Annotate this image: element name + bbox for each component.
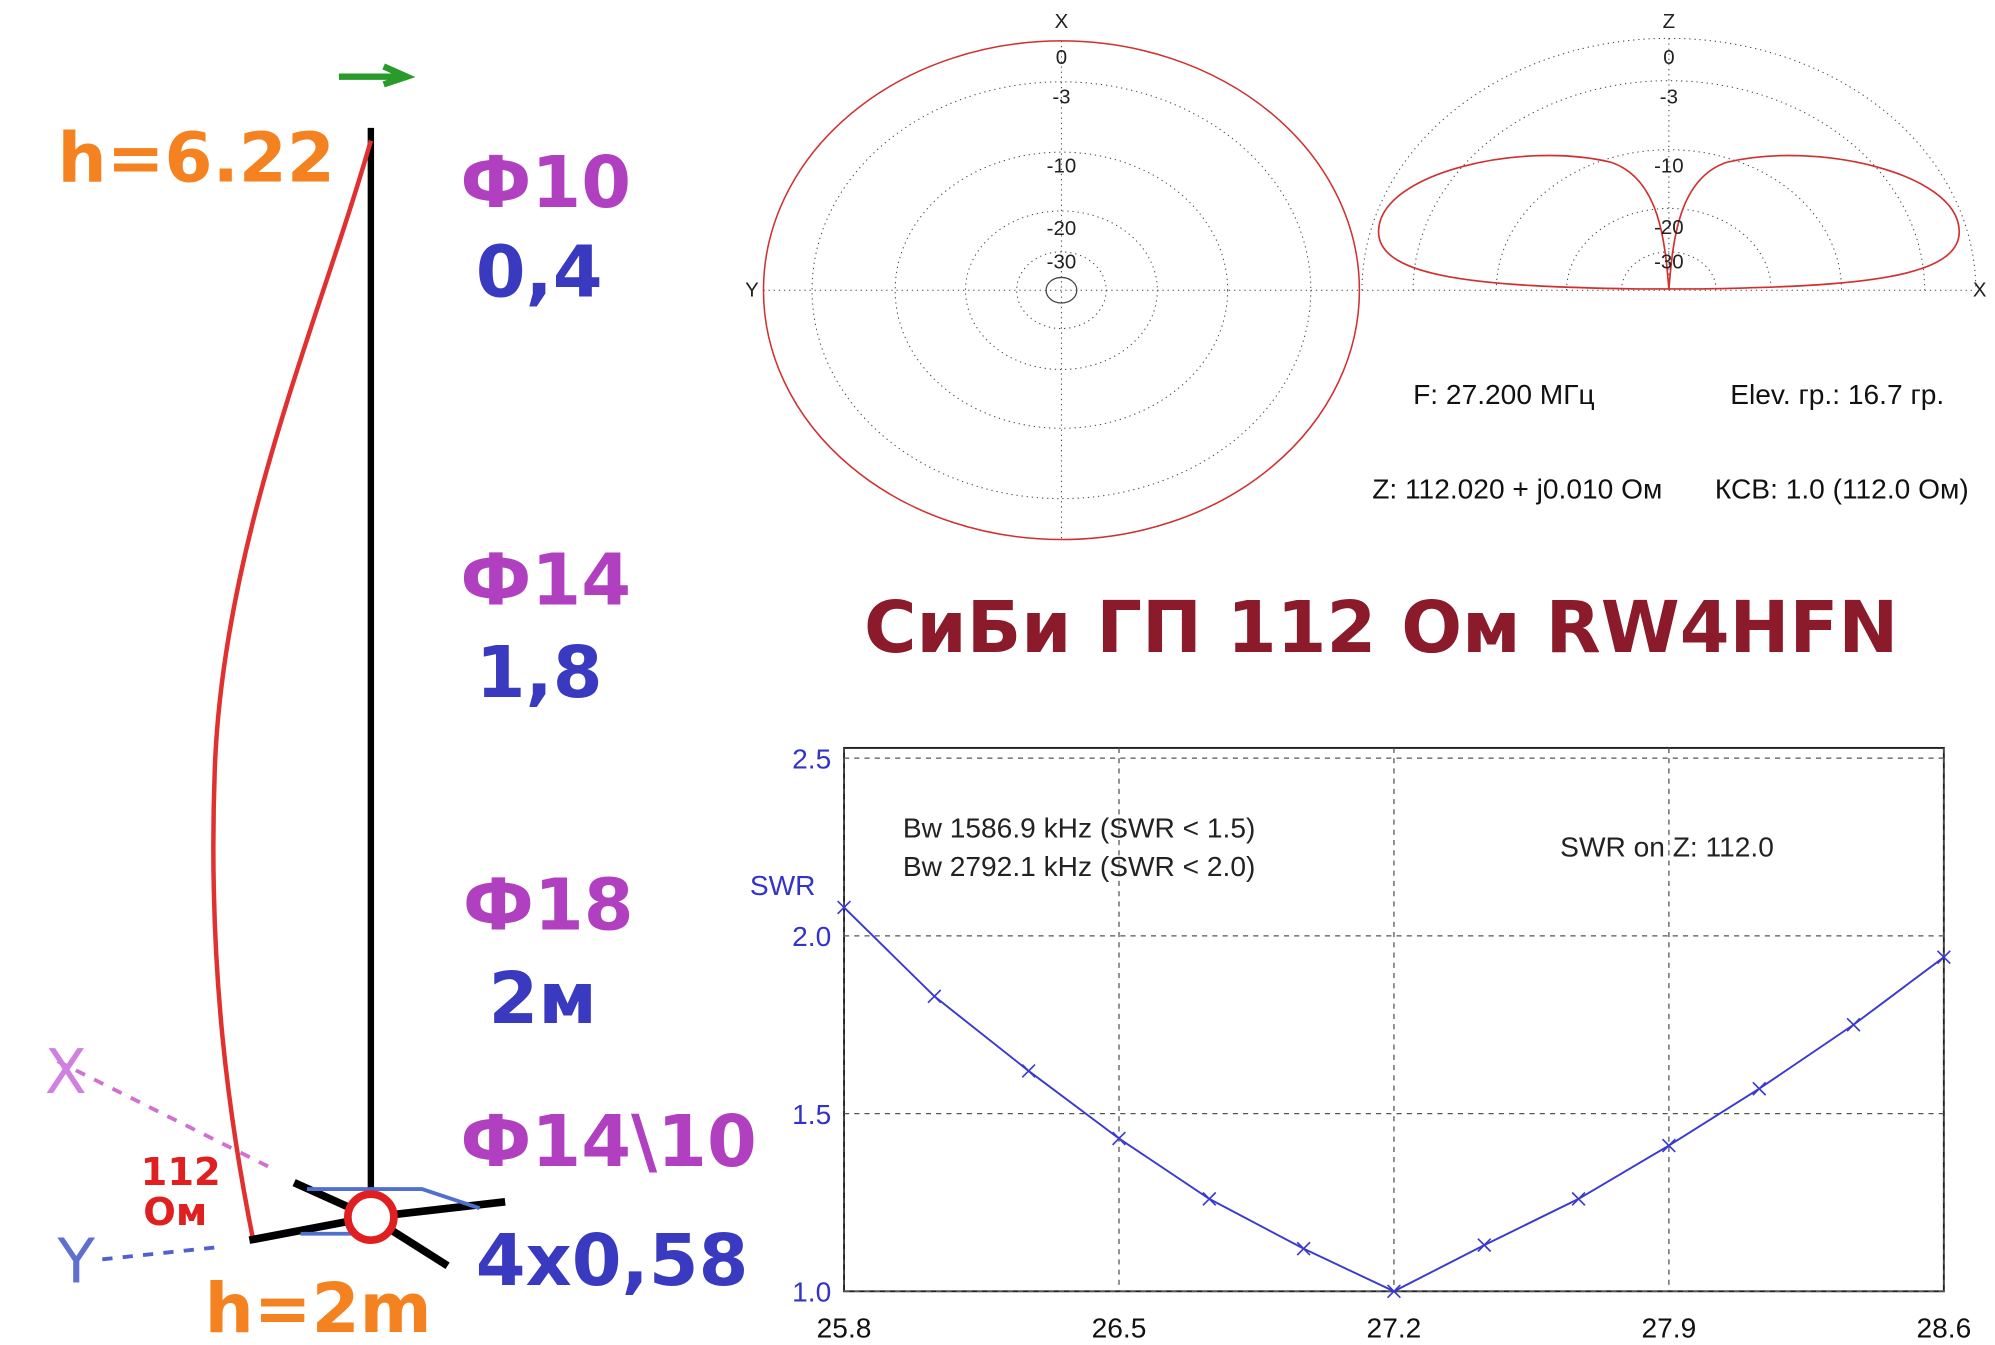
info-elevation: Elev. гр.: 16.7 гр. xyxy=(1730,379,1944,410)
marker xyxy=(1296,1241,1311,1256)
x-tick-label: 25.8 xyxy=(817,1312,872,1343)
title: СиБи ГП 112 Ом RW4HFN xyxy=(864,586,1898,669)
axis-label: Z xyxy=(1663,10,1675,33)
azimuth-plot: X Y 0 -3 -10 -20 -30 xyxy=(745,10,1361,541)
ring-label: -30 xyxy=(1654,250,1684,273)
y-tick-label: 1.0 xyxy=(792,1277,831,1308)
section-length: 4x0,58 xyxy=(476,1219,749,1302)
annotation: Bw 2792.1 kHz (SWR < 2.0) xyxy=(903,851,1256,882)
ring-label: -3 xyxy=(1052,86,1070,109)
marker xyxy=(1846,1017,1861,1032)
annotation: Bw 1586.9 kHz (SWR < 1.5) xyxy=(903,812,1256,843)
marker xyxy=(1112,1131,1126,1146)
annotation: SWR on Z: 112.0 xyxy=(1560,832,1774,863)
axis-label: X xyxy=(1973,279,1987,302)
marker xyxy=(837,900,852,915)
axis-y: Y xyxy=(57,1226,96,1297)
section-diameter: Ф14\10 xyxy=(460,1100,756,1183)
y-axis-label: SWR xyxy=(750,870,816,901)
x-tick-label: 26.5 xyxy=(1092,1312,1147,1343)
info-impedance: Z: 112.020 + j0.010 Ом xyxy=(1372,474,1662,505)
swr-chart: 1.0 1.5 2.0 2.5 25.8 26.5 27.2 27.9 28.6 SWR Bw 15… xyxy=(750,743,1971,1343)
x-tick-label: 28.6 xyxy=(1916,1312,1971,1343)
marker xyxy=(1571,1191,1586,1206)
section-length: 0,4 xyxy=(476,231,603,314)
marker xyxy=(1936,950,1951,965)
section-diameter: Ф10 xyxy=(460,141,631,224)
antenna-drawing xyxy=(56,63,506,1269)
y-tick-label: 2.5 xyxy=(792,743,831,774)
marker xyxy=(1386,1284,1401,1299)
marker xyxy=(1477,1238,1492,1253)
base-height: h=2m xyxy=(205,1269,432,1345)
elevation-plot: Z X 0 -3 -10 -20 -30 xyxy=(1361,10,1987,302)
ring-label: -10 xyxy=(1654,155,1684,178)
ring-label: -20 xyxy=(1047,217,1077,240)
ring-label: 0 xyxy=(1056,46,1067,69)
marker xyxy=(1202,1191,1217,1206)
ring-label: -30 xyxy=(1047,250,1077,273)
y-tick-label: 2.0 xyxy=(792,921,831,952)
axis-x: X xyxy=(45,1037,87,1108)
section-diameter: Ф18 xyxy=(463,863,634,946)
ring-label: -3 xyxy=(1660,86,1678,109)
ring-label: -20 xyxy=(1654,216,1684,239)
section-length: 1,8 xyxy=(476,631,603,714)
section-length: 2м xyxy=(489,957,597,1040)
axis-label: Y xyxy=(745,279,759,302)
antenna-labels: h=6.22 Ф10 0,4 Ф14 1,8 Ф18 2м Ф14\10 4x0… xyxy=(45,119,757,1345)
impedance: 112 xyxy=(141,1150,221,1195)
marker xyxy=(1661,1138,1676,1153)
y-tick-label: 1.5 xyxy=(792,1099,831,1130)
top-height: h=6.22 xyxy=(58,119,335,199)
ring-label: 0 xyxy=(1663,46,1674,69)
info-frequency: F: 27.200 МГц xyxy=(1413,379,1594,410)
info-swr: КСВ: 1.0 (112.0 Ом) xyxy=(1715,474,1969,505)
ring-label: -10 xyxy=(1047,155,1077,178)
section-diameter: Ф14 xyxy=(460,539,631,622)
x-tick-label: 27.2 xyxy=(1367,1312,1422,1343)
marker xyxy=(927,989,942,1004)
marker xyxy=(1752,1081,1767,1096)
axis-label: X xyxy=(1055,10,1069,33)
x-tick-label: 27.9 xyxy=(1642,1312,1697,1343)
marker xyxy=(1021,1063,1036,1078)
impedance-unit: Ом xyxy=(143,1190,207,1235)
